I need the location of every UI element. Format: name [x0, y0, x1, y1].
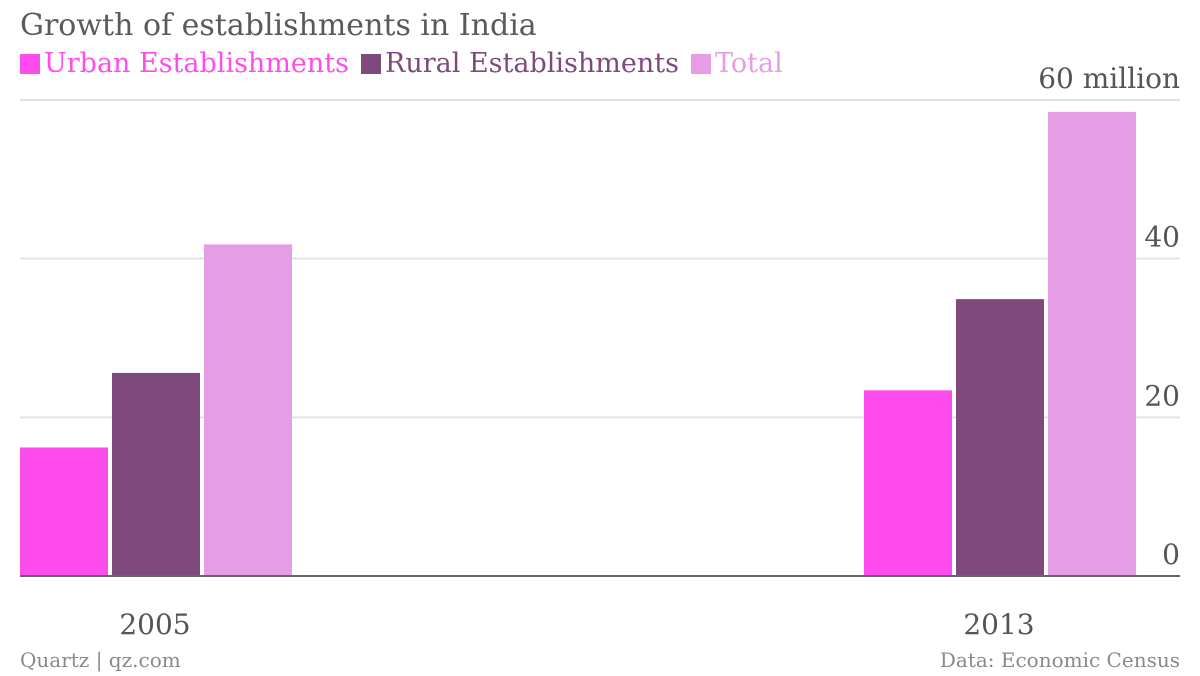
legend-swatch-urban: [20, 53, 40, 74]
legend-label-rural: Rural Establishments: [385, 48, 679, 79]
y-tick-label: 20: [1144, 379, 1180, 412]
bar-total-2005: [204, 244, 292, 577]
legend-label-total: Total: [714, 48, 783, 79]
x-tick-label: 2005: [119, 608, 190, 641]
axes: 0 20 40 60 million 2005 2013: [20, 62, 1180, 641]
footer-source-left: Quartz | qz.com: [20, 648, 181, 672]
bars: [20, 111, 1136, 577]
y-tick-label: 40: [1144, 221, 1180, 254]
y-tick-label: 60 million: [1038, 62, 1180, 95]
bar-rural-establishments-2013: [956, 299, 1044, 576]
legend-swatch-rural: [361, 53, 382, 74]
y-tick-label: 0: [1162, 538, 1180, 571]
legend-item-rural: Rural Establishments: [361, 48, 679, 79]
bar-urban-establishments-2005: [20, 447, 108, 576]
legend-item-urban: Urban Establishments: [20, 48, 349, 79]
footer-source-right: Data: Economic Census: [939, 648, 1180, 672]
bar-rural-establishments-2005: [112, 372, 200, 576]
bar-urban-establishments-2013: [864, 390, 952, 576]
legend-swatch-total: [690, 53, 711, 74]
legend: Urban Establishments Rural Establishment…: [20, 48, 795, 79]
x-tick-label: 2013: [963, 608, 1034, 641]
bar-total-2013: [1048, 111, 1136, 577]
chart-title: Growth of establishments in India: [20, 8, 537, 43]
legend-item-total: Total: [690, 48, 783, 79]
legend-label-urban: Urban Establishments: [44, 48, 350, 79]
